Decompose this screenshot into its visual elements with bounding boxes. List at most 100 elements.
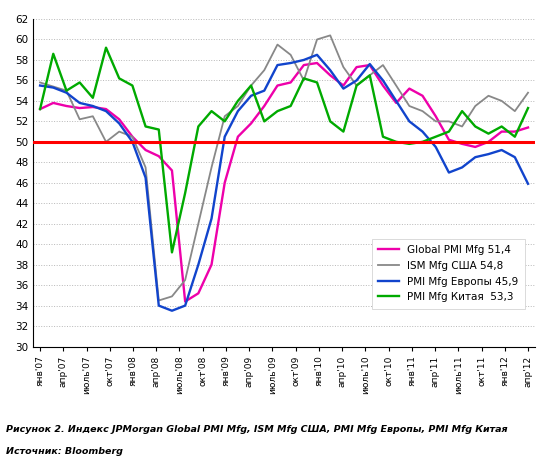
PMI Mfg Европы 45,9: [261, 88, 267, 93]
Global PMI Mfg 51,4: [512, 129, 518, 134]
ISM Mfg США 54,8: [50, 84, 57, 89]
ISM Mfg США 54,8: [327, 33, 333, 38]
ISM Mfg США 54,8: [129, 134, 136, 140]
PMI Mfg Европы 45,9: [142, 175, 149, 180]
PMI Mfg Европы 45,9: [222, 134, 228, 140]
Line: ISM Mfg США 54,8: ISM Mfg США 54,8: [40, 35, 528, 300]
PMI Mfg Европы 45,9: [103, 108, 109, 114]
ISM Mfg США 54,8: [393, 83, 399, 88]
Global PMI Mfg 51,4: [274, 83, 280, 88]
Text: Рисунок 2. Индекс JPMorgan Global PMI Mfg, ISM Mfg США, PMI Mfg Европы, PMI Mfg : Рисунок 2. Индекс JPMorgan Global PMI Mf…: [6, 425, 507, 434]
PMI Mfg Европы 45,9: [459, 165, 465, 170]
PMI Mfg Европы 45,9: [366, 61, 373, 67]
PMI Mfg Китая  53,3: [472, 124, 478, 129]
Global PMI Mfg 51,4: [446, 137, 452, 143]
PMI Mfg Европы 45,9: [235, 108, 241, 114]
ISM Mfg США 54,8: [195, 221, 202, 226]
PMI Mfg Китая  53,3: [182, 190, 189, 196]
Global PMI Mfg 51,4: [287, 80, 294, 85]
Line: PMI Mfg Китая  53,3: PMI Mfg Китая 53,3: [40, 47, 528, 252]
PMI Mfg Европы 45,9: [90, 103, 96, 109]
ISM Mfg США 54,8: [366, 73, 373, 78]
Global PMI Mfg 51,4: [103, 106, 109, 112]
PMI Mfg Китая  53,3: [50, 51, 57, 57]
PMI Mfg Европы 45,9: [63, 90, 70, 95]
PMI Mfg Китая  53,3: [129, 83, 136, 88]
PMI Mfg Китая  53,3: [142, 124, 149, 129]
ISM Mfg США 54,8: [235, 103, 241, 109]
PMI Mfg Европы 45,9: [76, 100, 83, 106]
PMI Mfg Китая  53,3: [419, 139, 426, 145]
ISM Mfg США 54,8: [406, 103, 412, 109]
Global PMI Mfg 51,4: [459, 141, 465, 146]
ISM Mfg США 54,8: [498, 98, 505, 104]
PMI Mfg Китая  53,3: [300, 76, 307, 81]
PMI Mfg Европы 45,9: [169, 308, 175, 313]
PMI Mfg Европы 45,9: [300, 57, 307, 63]
PMI Mfg Европы 45,9: [353, 78, 360, 83]
ISM Mfg США 54,8: [103, 139, 109, 145]
PMI Mfg Китая  53,3: [432, 134, 439, 140]
PMI Mfg Китая  53,3: [63, 88, 70, 93]
Global PMI Mfg 51,4: [182, 299, 189, 304]
PMI Mfg Европы 45,9: [156, 303, 162, 308]
PMI Mfg Китая  53,3: [485, 131, 492, 136]
Global PMI Mfg 51,4: [366, 62, 373, 68]
Global PMI Mfg 51,4: [195, 291, 202, 296]
PMI Mfg Китая  53,3: [353, 83, 360, 88]
PMI Mfg Китая  53,3: [393, 139, 399, 145]
PMI Mfg Европы 45,9: [498, 147, 505, 153]
Global PMI Mfg 51,4: [353, 64, 360, 70]
Global PMI Mfg 51,4: [169, 168, 175, 173]
Global PMI Mfg 51,4: [485, 139, 492, 145]
PMI Mfg Европы 45,9: [485, 151, 492, 157]
ISM Mfg США 54,8: [446, 119, 452, 124]
PMI Mfg Китая  53,3: [76, 80, 83, 85]
PMI Mfg Китая  53,3: [498, 124, 505, 129]
Global PMI Mfg 51,4: [432, 113, 439, 119]
Line: Global PMI Mfg 51,4: Global PMI Mfg 51,4: [40, 63, 528, 301]
PMI Mfg Европы 45,9: [512, 154, 518, 160]
Global PMI Mfg 51,4: [393, 100, 399, 106]
PMI Mfg Европы 45,9: [50, 85, 57, 90]
ISM Mfg США 54,8: [37, 80, 43, 85]
Global PMI Mfg 51,4: [248, 120, 255, 126]
ISM Mfg США 54,8: [142, 165, 149, 170]
PMI Mfg Европы 45,9: [393, 98, 399, 104]
PMI Mfg Европы 45,9: [195, 262, 202, 267]
PMI Mfg Европы 45,9: [129, 139, 136, 145]
PMI Mfg Китая  53,3: [116, 76, 123, 81]
PMI Mfg Китая  53,3: [90, 95, 96, 100]
Global PMI Mfg 51,4: [222, 180, 228, 186]
PMI Mfg Китая  53,3: [459, 108, 465, 114]
PMI Mfg Китая  53,3: [379, 134, 386, 140]
PMI Mfg Китая  53,3: [169, 250, 175, 255]
PMI Mfg Европы 45,9: [116, 120, 123, 126]
Global PMI Mfg 51,4: [498, 129, 505, 134]
ISM Mfg США 54,8: [472, 103, 478, 109]
Global PMI Mfg 51,4: [235, 134, 241, 140]
PMI Mfg Европы 45,9: [406, 119, 412, 124]
Global PMI Mfg 51,4: [340, 83, 346, 88]
Global PMI Mfg 51,4: [327, 73, 333, 78]
Global PMI Mfg 51,4: [129, 134, 136, 140]
ISM Mfg США 54,8: [340, 64, 346, 70]
Global PMI Mfg 51,4: [300, 62, 307, 68]
ISM Mfg США 54,8: [459, 124, 465, 129]
Global PMI Mfg 51,4: [156, 153, 162, 159]
ISM Mfg США 54,8: [353, 83, 360, 88]
PMI Mfg Китая  53,3: [340, 129, 346, 134]
ISM Mfg США 54,8: [116, 129, 123, 134]
PMI Mfg Европы 45,9: [446, 170, 452, 175]
PMI Mfg Китая  53,3: [446, 129, 452, 134]
ISM Mfg США 54,8: [287, 52, 294, 58]
PMI Mfg Китая  53,3: [235, 98, 241, 104]
PMI Mfg Китая  53,3: [287, 103, 294, 109]
ISM Mfg США 54,8: [63, 88, 70, 93]
Global PMI Mfg 51,4: [208, 262, 215, 267]
PMI Mfg Китая  53,3: [222, 119, 228, 124]
PMI Mfg Китая  53,3: [261, 119, 267, 124]
PMI Mfg Китая  53,3: [406, 141, 412, 146]
ISM Mfg США 54,8: [419, 108, 426, 114]
PMI Mfg Китая  53,3: [327, 119, 333, 124]
